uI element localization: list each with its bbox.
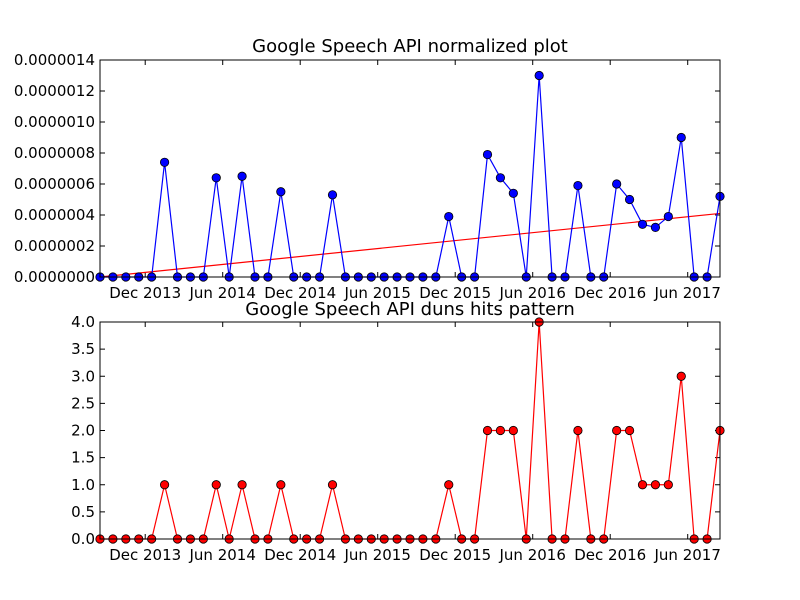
y-tick-label: 0.5 — [71, 503, 95, 521]
data-point — [573, 425, 583, 436]
data-point — [276, 187, 286, 197]
y-axis-ticks: 0.0000000 0.0000002 0.0000004 0.0000006 0.00… — [14, 51, 720, 286]
x-tick-label: Dec 2015 — [419, 284, 491, 302]
data-point — [573, 180, 583, 191]
x-tick-label: Jun 2017 — [654, 546, 721, 564]
y-tick-label: 0.0000012 — [14, 82, 95, 100]
data-point — [482, 425, 493, 436]
y-axis-ticks: 0.0 0.5 1.0 1.5 2.0 2.5 3.0 3.5 4.0 — [71, 313, 720, 548]
data-point — [159, 157, 170, 167]
data-point — [444, 480, 454, 490]
axes-frame — [99, 59, 721, 278]
y-tick-label: 3.5 — [71, 340, 95, 358]
x-tick-label: Dec 2013 — [109, 546, 181, 564]
y-tick-label: 4.0 — [71, 313, 95, 331]
x-tick-label: Jun 2015 — [344, 546, 411, 564]
data-point — [637, 219, 648, 229]
x-tick-label: Dec 2014 — [264, 546, 336, 564]
y-tick-label: 0.0000000 — [14, 268, 95, 286]
y-tick-label: 0.0000004 — [14, 206, 95, 224]
data-point — [637, 480, 648, 490]
data-point — [650, 222, 661, 232]
data-point — [237, 480, 247, 490]
x-tick-label: Dec 2016 — [574, 284, 646, 302]
y-tick-label: 2.5 — [71, 394, 95, 412]
data-point — [676, 371, 686, 381]
data-point — [276, 480, 286, 490]
data-point — [534, 70, 544, 81]
y-tick-label: 0.0 — [71, 530, 95, 548]
y-tick-label: 2.0 — [71, 422, 95, 440]
x-tick-label: Dec 2016 — [574, 546, 646, 564]
hits-pattern-panel: Google Speech API duns hits pattern 0.00… — [71, 299, 725, 564]
y-tick-label: 0.0000006 — [14, 175, 95, 193]
data-point — [508, 425, 518, 436]
axes-frame — [99, 321, 721, 540]
x-axis-ticks: Dec 2013 Jun 2014 Dec 2014 Jun 2015 Dec 2015… — [109, 60, 721, 302]
data-point — [327, 480, 338, 490]
trend-line — [99, 212, 721, 278]
chart-title: Google Speech API duns hits pattern — [245, 299, 574, 320]
normalized-plot-panel: Google Speech API normalized plot 0.0000… — [14, 36, 725, 302]
data-point — [612, 179, 622, 189]
data-point — [676, 132, 686, 143]
x-tick-label: Jun 2014 — [189, 284, 256, 302]
data-point — [624, 425, 635, 436]
x-axis-ticks: Dec 2013 Jun 2014 Dec 2014 Jun 2015 Dec 2015… — [109, 322, 721, 564]
data-point — [624, 194, 635, 205]
chart-title: Google Speech API normalized plot — [252, 36, 568, 57]
x-tick-label: Jun 2016 — [499, 546, 566, 564]
y-tick-label: 1.5 — [71, 449, 95, 467]
data-point — [444, 211, 454, 222]
x-tick-label: Dec 2013 — [109, 284, 181, 302]
y-tick-label: 1.0 — [71, 476, 95, 494]
y-tick-label: 0.0000010 — [14, 113, 95, 131]
data-point — [612, 425, 622, 436]
x-tick-label: Jun 2015 — [344, 284, 411, 302]
y-tick-label: 0.0000008 — [14, 144, 95, 162]
x-tick-label: Dec 2015 — [419, 546, 491, 564]
data-point — [327, 190, 338, 200]
data-point — [508, 188, 518, 198]
data-point — [482, 149, 493, 160]
data-point — [663, 480, 673, 490]
data-point — [211, 480, 221, 490]
data-point — [495, 173, 506, 183]
data-point — [650, 480, 661, 490]
y-tick-label: 0.0000002 — [14, 237, 95, 255]
data-point — [663, 211, 673, 222]
x-tick-label: Jun 2017 — [654, 284, 721, 302]
data-point — [237, 171, 247, 181]
y-tick-label: 3.0 — [71, 367, 95, 385]
x-tick-label: Jun 2016 — [499, 284, 566, 302]
data-point — [495, 425, 506, 436]
data-point — [211, 173, 221, 183]
x-tick-label: Dec 2014 — [264, 284, 336, 302]
data-point — [159, 480, 170, 490]
x-tick-label: Jun 2014 — [189, 546, 256, 564]
y-tick-label: 0.0000014 — [14, 51, 95, 69]
